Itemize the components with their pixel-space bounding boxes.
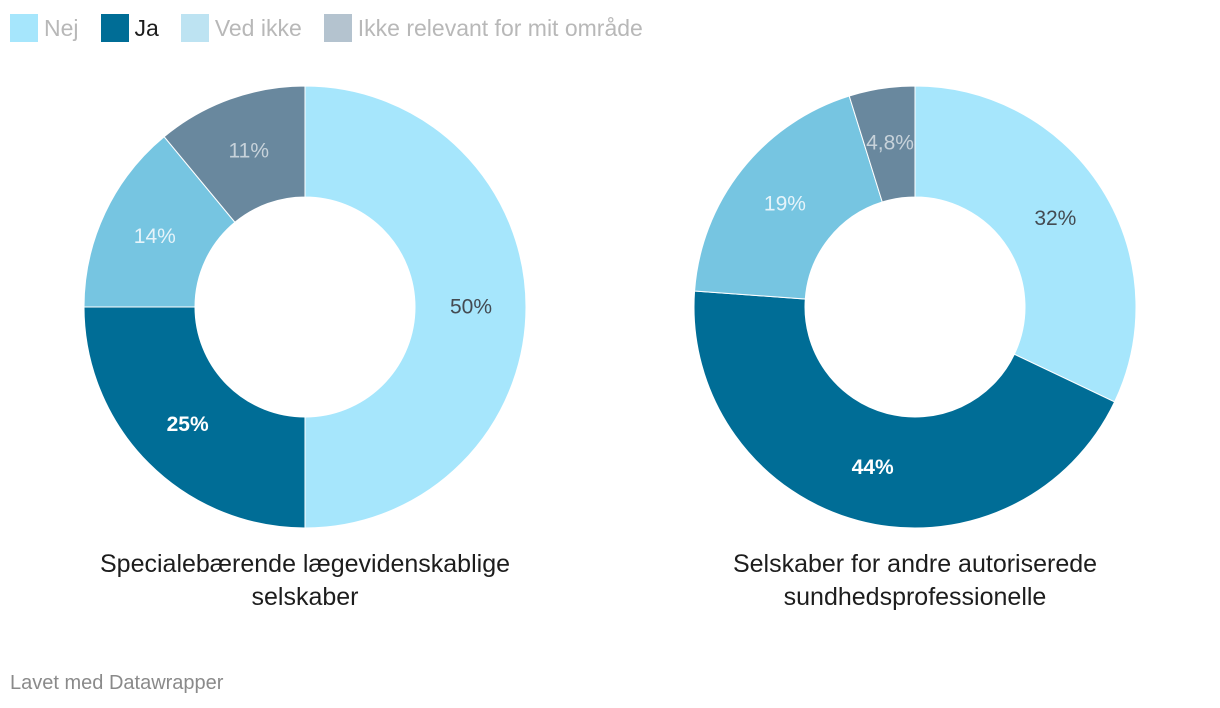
donut-slice [304, 85, 527, 529]
slice-label: 32% [1034, 207, 1076, 230]
slice-label: 4,8% [866, 131, 914, 154]
legend-swatch [10, 14, 38, 42]
legend-label: Ved ikke [214, 14, 302, 41]
donut-slice [693, 290, 1116, 529]
legend-label: Nej [44, 14, 79, 41]
legend-swatch [180, 14, 209, 42]
slice-label: 19% [764, 192, 806, 215]
slice-label: 50% [450, 296, 492, 319]
legend-item: Ja [100, 14, 159, 42]
slice-label: 11% [229, 139, 269, 162]
chart-title-left: Specialebærende lægevidenskablige selska… [100, 550, 510, 611]
legend-label: Ikke relevant for mit område [357, 14, 643, 41]
slice-label: 25% [167, 413, 209, 436]
legend-swatch [100, 14, 129, 42]
donut-slice [163, 85, 306, 223]
legend-item: Ved ikke [180, 14, 302, 42]
donut-slice [914, 85, 1137, 403]
chart-title-right: Selskaber for andre autoriserede sundhed… [732, 550, 1098, 611]
legend-label: Ja [134, 14, 159, 41]
legend-item: Ikke relevant for mit område [323, 14, 643, 42]
donut-slice [83, 306, 306, 529]
donut-slice [694, 95, 883, 300]
credit-text: Lavet med Datawrapper [10, 672, 224, 694]
slice-label: 44% [852, 456, 894, 479]
legend-item: Nej [10, 14, 79, 42]
slice-label: 14% [134, 225, 176, 248]
donut-slice [848, 85, 916, 203]
legend: Nej Ja Ved ikke Ikke relevant for mit områd… [10, 12, 665, 44]
legend-swatch [323, 14, 352, 42]
